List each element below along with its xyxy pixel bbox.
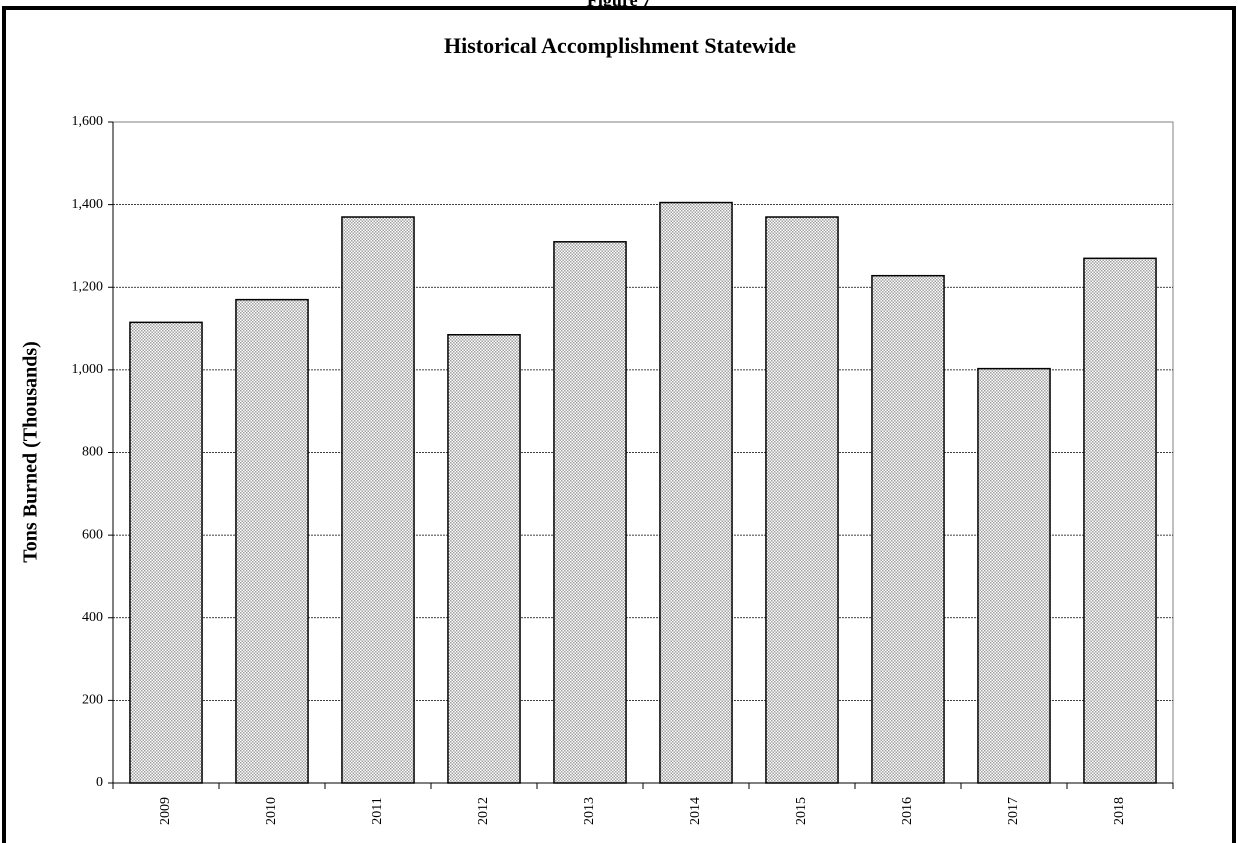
- bar: [341, 216, 415, 784]
- y-tick-label: 0: [96, 775, 103, 790]
- y-tick-label: 1,600: [72, 114, 104, 129]
- y-tick-label: 800: [82, 445, 103, 460]
- y-tick-label: 1,000: [72, 362, 104, 377]
- bar: [977, 367, 1051, 784]
- x-tick-label: 2016: [900, 797, 915, 825]
- x-tick-label: 2010: [264, 797, 279, 825]
- frame: [2, 6, 1236, 843]
- bar: [1083, 257, 1157, 784]
- y-tick-label: 1,400: [72, 197, 104, 212]
- x-tick-label: 2015: [794, 797, 809, 825]
- x-tick-label: 2018: [1112, 797, 1127, 825]
- x-tick-label: 2009: [158, 797, 173, 825]
- figure-label: Figure 7: [587, 0, 651, 10]
- bar: [447, 334, 521, 784]
- y-tick-label: 600: [82, 527, 103, 542]
- x-tick-label: 2017: [1006, 797, 1021, 825]
- y-tick-label: 200: [82, 693, 103, 708]
- x-tick-label: 2012: [476, 797, 491, 825]
- x-tick-label: 2013: [582, 797, 597, 825]
- y-tick-label: 1,200: [72, 279, 104, 294]
- bar: [871, 274, 945, 784]
- chart-title: Historical Accomplishment Statewide: [444, 33, 796, 58]
- bar: [553, 241, 627, 784]
- bar: [659, 201, 733, 784]
- bar: [765, 216, 839, 784]
- y-axis-label: Tons Burned (Thousands): [20, 341, 42, 563]
- bar: [235, 298, 309, 784]
- y-tick-label: 400: [82, 610, 103, 625]
- bar: [129, 321, 203, 784]
- x-tick-label: 2011: [370, 797, 385, 824]
- x-tick-label: 2014: [688, 797, 703, 825]
